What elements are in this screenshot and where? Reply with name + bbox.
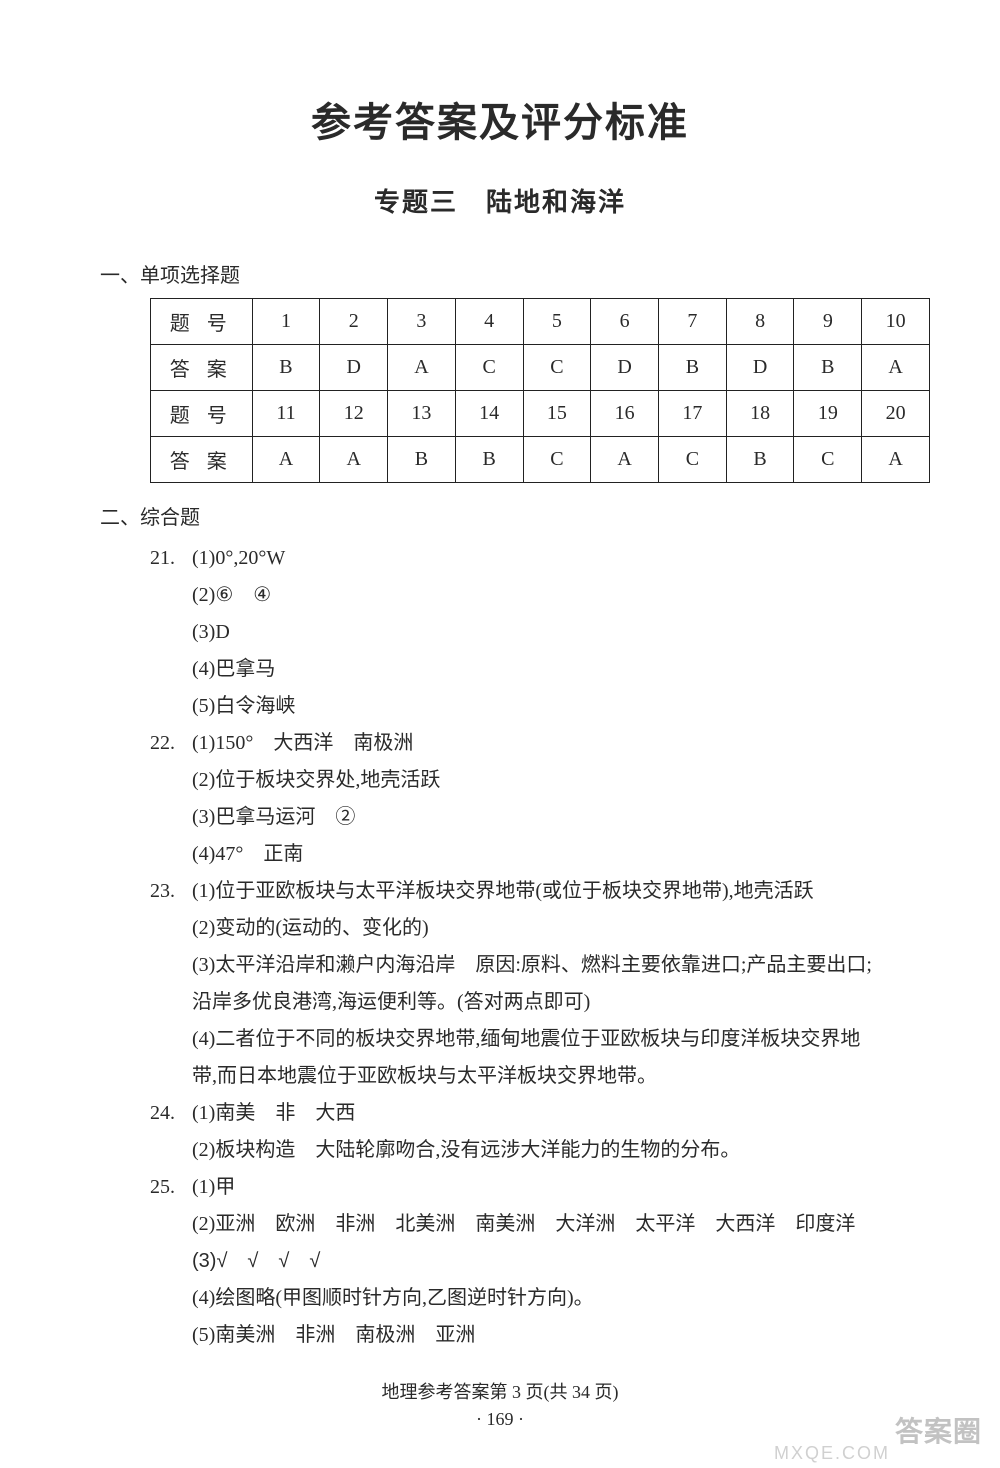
cell: B <box>659 345 727 391</box>
cell: 2 <box>320 299 388 345</box>
cell: 10 <box>862 299 930 345</box>
q-body: (1)南美 非 大西 (2)板块构造 大陆轮廓吻合,没有远涉大洋能力的生物的分布… <box>192 1095 900 1169</box>
q-body: (1)甲 (2)亚洲 欧洲 非洲 北美洲 南美洲 大洋洲 太平洋 大西洋 印度洋… <box>192 1169 900 1354</box>
answer-line: (4)巴拿马 <box>192 651 900 688</box>
answer-line: (1)甲 <box>192 1169 900 1206</box>
answer-line: (3)巴拿马运河 ② <box>192 799 900 836</box>
q-body: (1)0°,20°W (2)⑥ ④ (3)D (4)巴拿马 (5)白令海峡 <box>192 540 900 725</box>
q-body: (1)150° 大西洋 南极洲 (2)位于板块交界处,地壳活跃 (3)巴拿马运河… <box>192 725 900 873</box>
label-question: 题 号 <box>151 391 253 437</box>
section1-heading: 一、单项选择题 <box>100 259 900 288</box>
answer-line: (4)绘图略(甲图顺时针方向,乙图逆时针方向)。 <box>192 1280 900 1317</box>
answer-line: (1)南美 非 大西 <box>192 1095 900 1132</box>
cell: 8 <box>726 299 794 345</box>
cell: C <box>794 437 862 483</box>
answer-line: (1)位于亚欧板块与太平洋板块交界地带(或位于板块交界地带),地壳活跃 <box>192 873 900 910</box>
cell: 6 <box>591 299 659 345</box>
table-row: 题 号 1 2 3 4 5 6 7 8 9 10 <box>151 299 930 345</box>
answer-line: 沿岸多优良港湾,海运便利等。(答对两点即可) <box>192 984 900 1021</box>
answer-line: (1)0°,20°W <box>192 540 900 577</box>
answer-line: (3)太平洋沿岸和濑户内海沿岸 原因:原料、燃料主要依靠进口;产品主要出口; <box>192 947 900 984</box>
cell: 5 <box>523 299 591 345</box>
main-title: 参考答案及评分标准 <box>100 90 900 148</box>
cell: 12 <box>320 391 388 437</box>
cell: A <box>252 437 320 483</box>
cell: D <box>591 345 659 391</box>
watermark-cn: 答案圈 <box>895 1410 982 1450</box>
q-number: 21. <box>150 540 192 725</box>
answer-line: (3)D <box>192 614 900 651</box>
answer-line: (1)150° 大西洋 南极洲 <box>192 725 900 762</box>
question-22: 22. (1)150° 大西洋 南极洲 (2)位于板块交界处,地壳活跃 (3)巴… <box>150 725 900 873</box>
answer-line: 带,而日本地震位于亚欧板块与太平洋板块交界地带。 <box>192 1058 900 1095</box>
question-21: 21. (1)0°,20°W (2)⑥ ④ (3)D (4)巴拿马 (5)白令海… <box>150 540 900 725</box>
cell: C <box>523 345 591 391</box>
watermark-en: MXQE.COM <box>774 1443 890 1464</box>
answer-line: (4)47° 正南 <box>192 836 900 873</box>
cell: 16 <box>591 391 659 437</box>
answer-line: (2)⑥ ④ <box>192 577 900 614</box>
table-row: 答 案 B D A C C D B D B A <box>151 345 930 391</box>
answer-line: (5)南美洲 非洲 南极洲 亚洲 <box>192 1317 900 1354</box>
cell: 11 <box>252 391 320 437</box>
question-24: 24. (1)南美 非 大西 (2)板块构造 大陆轮廓吻合,没有远涉大洋能力的生… <box>150 1095 900 1169</box>
cell: B <box>794 345 862 391</box>
questions-block: 21. (1)0°,20°W (2)⑥ ④ (3)D (4)巴拿马 (5)白令海… <box>150 540 900 1354</box>
cell: 13 <box>388 391 456 437</box>
answer-line: (2)板块构造 大陆轮廓吻合,没有远涉大洋能力的生物的分布。 <box>192 1132 900 1169</box>
cell: A <box>591 437 659 483</box>
table-row: 题 号 11 12 13 14 15 16 17 18 19 20 <box>151 391 930 437</box>
cell: C <box>455 345 523 391</box>
cell: 14 <box>455 391 523 437</box>
answer-line: (2)亚洲 欧洲 非洲 北美洲 南美洲 大洋洲 太平洋 大西洋 印度洋 <box>192 1206 900 1243</box>
answer-table: 题 号 1 2 3 4 5 6 7 8 9 10 答 案 B D A C C D… <box>150 298 930 483</box>
page-content: 参考答案及评分标准 专题三 陆地和海洋 一、单项选择题 题 号 1 2 3 4 … <box>0 0 1000 1394</box>
cell: D <box>320 345 388 391</box>
cell: A <box>388 345 456 391</box>
cell: 19 <box>794 391 862 437</box>
cell: 4 <box>455 299 523 345</box>
q-number: 25. <box>150 1169 192 1354</box>
question-23: 23. (1)位于亚欧板块与太平洋板块交界地带(或位于板块交界地带),地壳活跃 … <box>150 873 900 1095</box>
cell: 9 <box>794 299 862 345</box>
label-answer: 答 案 <box>151 437 253 483</box>
answer-line: (2)变动的(运动的、变化的) <box>192 910 900 947</box>
cell: 20 <box>862 391 930 437</box>
cell: B <box>455 437 523 483</box>
cell: 7 <box>659 299 727 345</box>
q-number: 24. <box>150 1095 192 1169</box>
cell: B <box>388 437 456 483</box>
cell: 18 <box>726 391 794 437</box>
label-question: 题 号 <box>151 299 253 345</box>
cell: D <box>726 345 794 391</box>
table-row: 答 案 A A B B C A C B C A <box>151 437 930 483</box>
answer-line: (4)二者位于不同的板块交界地带,缅甸地震位于亚欧板块与印度洋板块交界地 <box>192 1021 900 1058</box>
section2-heading: 二、综合题 <box>100 501 900 530</box>
question-25: 25. (1)甲 (2)亚洲 欧洲 非洲 北美洲 南美洲 大洋洲 太平洋 大西洋… <box>150 1169 900 1354</box>
cell: C <box>523 437 591 483</box>
q-number: 22. <box>150 725 192 873</box>
footer-text: 地理参考答案第 3 页(共 34 页) <box>0 1378 1000 1404</box>
q-body: (1)位于亚欧板块与太平洋板块交界地带(或位于板块交界地带),地壳活跃 (2)变… <box>192 873 900 1095</box>
label-answer: 答 案 <box>151 345 253 391</box>
cell: A <box>862 437 930 483</box>
answer-line: (2)位于板块交界处,地壳活跃 <box>192 762 900 799</box>
answer-line: (3)√ √ √ √ <box>192 1243 900 1280</box>
q-number: 23. <box>150 873 192 1095</box>
cell: 17 <box>659 391 727 437</box>
cell: A <box>320 437 388 483</box>
cell: C <box>659 437 727 483</box>
cell: B <box>252 345 320 391</box>
cell: B <box>726 437 794 483</box>
cell: 3 <box>388 299 456 345</box>
sub-title: 专题三 陆地和海洋 <box>100 182 900 219</box>
cell: 1 <box>252 299 320 345</box>
answer-line: (5)白令海峡 <box>192 688 900 725</box>
page-number: · 169 · <box>0 1409 1000 1430</box>
cell: 15 <box>523 391 591 437</box>
cell: A <box>862 345 930 391</box>
